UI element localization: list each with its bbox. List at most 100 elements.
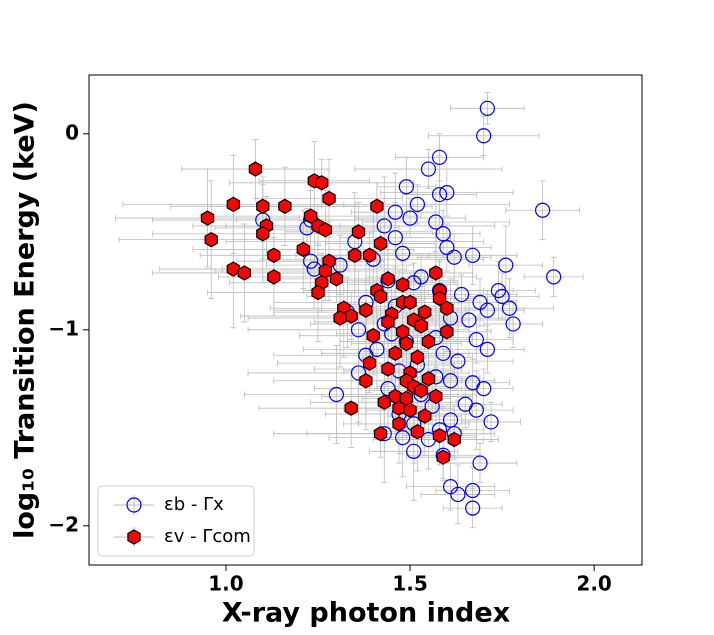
point <box>450 353 466 369</box>
point <box>409 196 426 212</box>
point <box>359 373 373 389</box>
point <box>432 290 447 307</box>
plot-area <box>115 92 584 529</box>
legend-marker <box>126 497 142 513</box>
point <box>421 371 436 387</box>
point <box>476 128 492 144</box>
point <box>311 284 325 301</box>
point <box>380 381 396 397</box>
point <box>366 327 380 344</box>
point <box>483 414 499 430</box>
point <box>362 247 377 264</box>
point <box>461 312 477 328</box>
point <box>373 425 388 442</box>
point <box>402 210 418 226</box>
point <box>204 231 218 248</box>
x-tick-label: 1.0 <box>208 572 243 596</box>
y-tick-label: 0 <box>65 120 79 144</box>
legend-label: εb - Γx <box>164 494 224 515</box>
point <box>296 241 310 258</box>
point <box>388 345 402 362</box>
point <box>420 161 437 177</box>
point <box>432 427 447 444</box>
point <box>376 218 392 234</box>
point <box>303 253 319 269</box>
point <box>498 257 514 273</box>
point <box>381 314 395 330</box>
point <box>442 412 459 428</box>
y-tick-label: −1 <box>48 316 79 340</box>
point <box>494 288 510 305</box>
point <box>414 382 428 399</box>
point <box>396 277 410 293</box>
point <box>418 408 432 424</box>
point <box>431 186 448 203</box>
point <box>465 247 481 263</box>
point <box>395 430 411 446</box>
point <box>373 288 388 305</box>
point <box>237 265 252 281</box>
point <box>387 204 403 220</box>
point <box>322 190 336 207</box>
point <box>392 416 406 432</box>
point <box>465 482 481 499</box>
point <box>370 198 384 215</box>
point <box>479 341 495 357</box>
point <box>468 332 484 348</box>
legend-label: εv - Γcom <box>164 526 251 547</box>
point <box>442 373 459 389</box>
point <box>410 424 425 440</box>
point <box>479 100 495 116</box>
point <box>226 196 240 213</box>
point <box>377 394 391 411</box>
point <box>479 302 495 318</box>
point <box>546 269 562 285</box>
point <box>534 202 551 218</box>
point <box>278 198 292 215</box>
point <box>440 324 454 340</box>
point <box>348 247 362 264</box>
point <box>439 239 455 256</box>
point <box>436 449 450 465</box>
point <box>303 208 318 224</box>
point <box>421 333 436 350</box>
point <box>256 226 270 242</box>
x-tick-label: 2.0 <box>576 572 611 596</box>
point <box>267 247 281 264</box>
x-tick-label: 1.5 <box>392 572 427 596</box>
point <box>350 365 367 381</box>
legend-marker <box>127 529 141 545</box>
point <box>465 500 481 516</box>
point <box>429 265 443 281</box>
x-axis-label: X-ray photon index <box>222 598 510 629</box>
point <box>333 310 347 326</box>
point <box>315 175 329 191</box>
point <box>373 235 388 252</box>
point <box>429 388 443 405</box>
y-axis-label: log₁₀ Transition Energy (keV) <box>10 101 41 539</box>
point <box>476 381 492 397</box>
point <box>403 402 417 418</box>
point <box>453 286 470 303</box>
point <box>440 300 454 316</box>
point <box>435 226 451 242</box>
point <box>267 269 281 285</box>
point <box>329 271 344 287</box>
point <box>350 322 367 338</box>
point <box>381 271 395 287</box>
point <box>450 486 466 503</box>
point <box>381 361 395 377</box>
point <box>359 302 373 318</box>
point <box>431 149 448 165</box>
point <box>468 402 484 418</box>
point <box>256 198 270 215</box>
point <box>200 210 215 226</box>
point <box>410 349 425 365</box>
point <box>344 308 358 324</box>
point <box>428 214 444 230</box>
point <box>328 386 345 403</box>
y-tick-label: −2 <box>48 512 79 536</box>
point <box>398 179 414 195</box>
point <box>446 249 462 265</box>
point <box>501 300 518 316</box>
